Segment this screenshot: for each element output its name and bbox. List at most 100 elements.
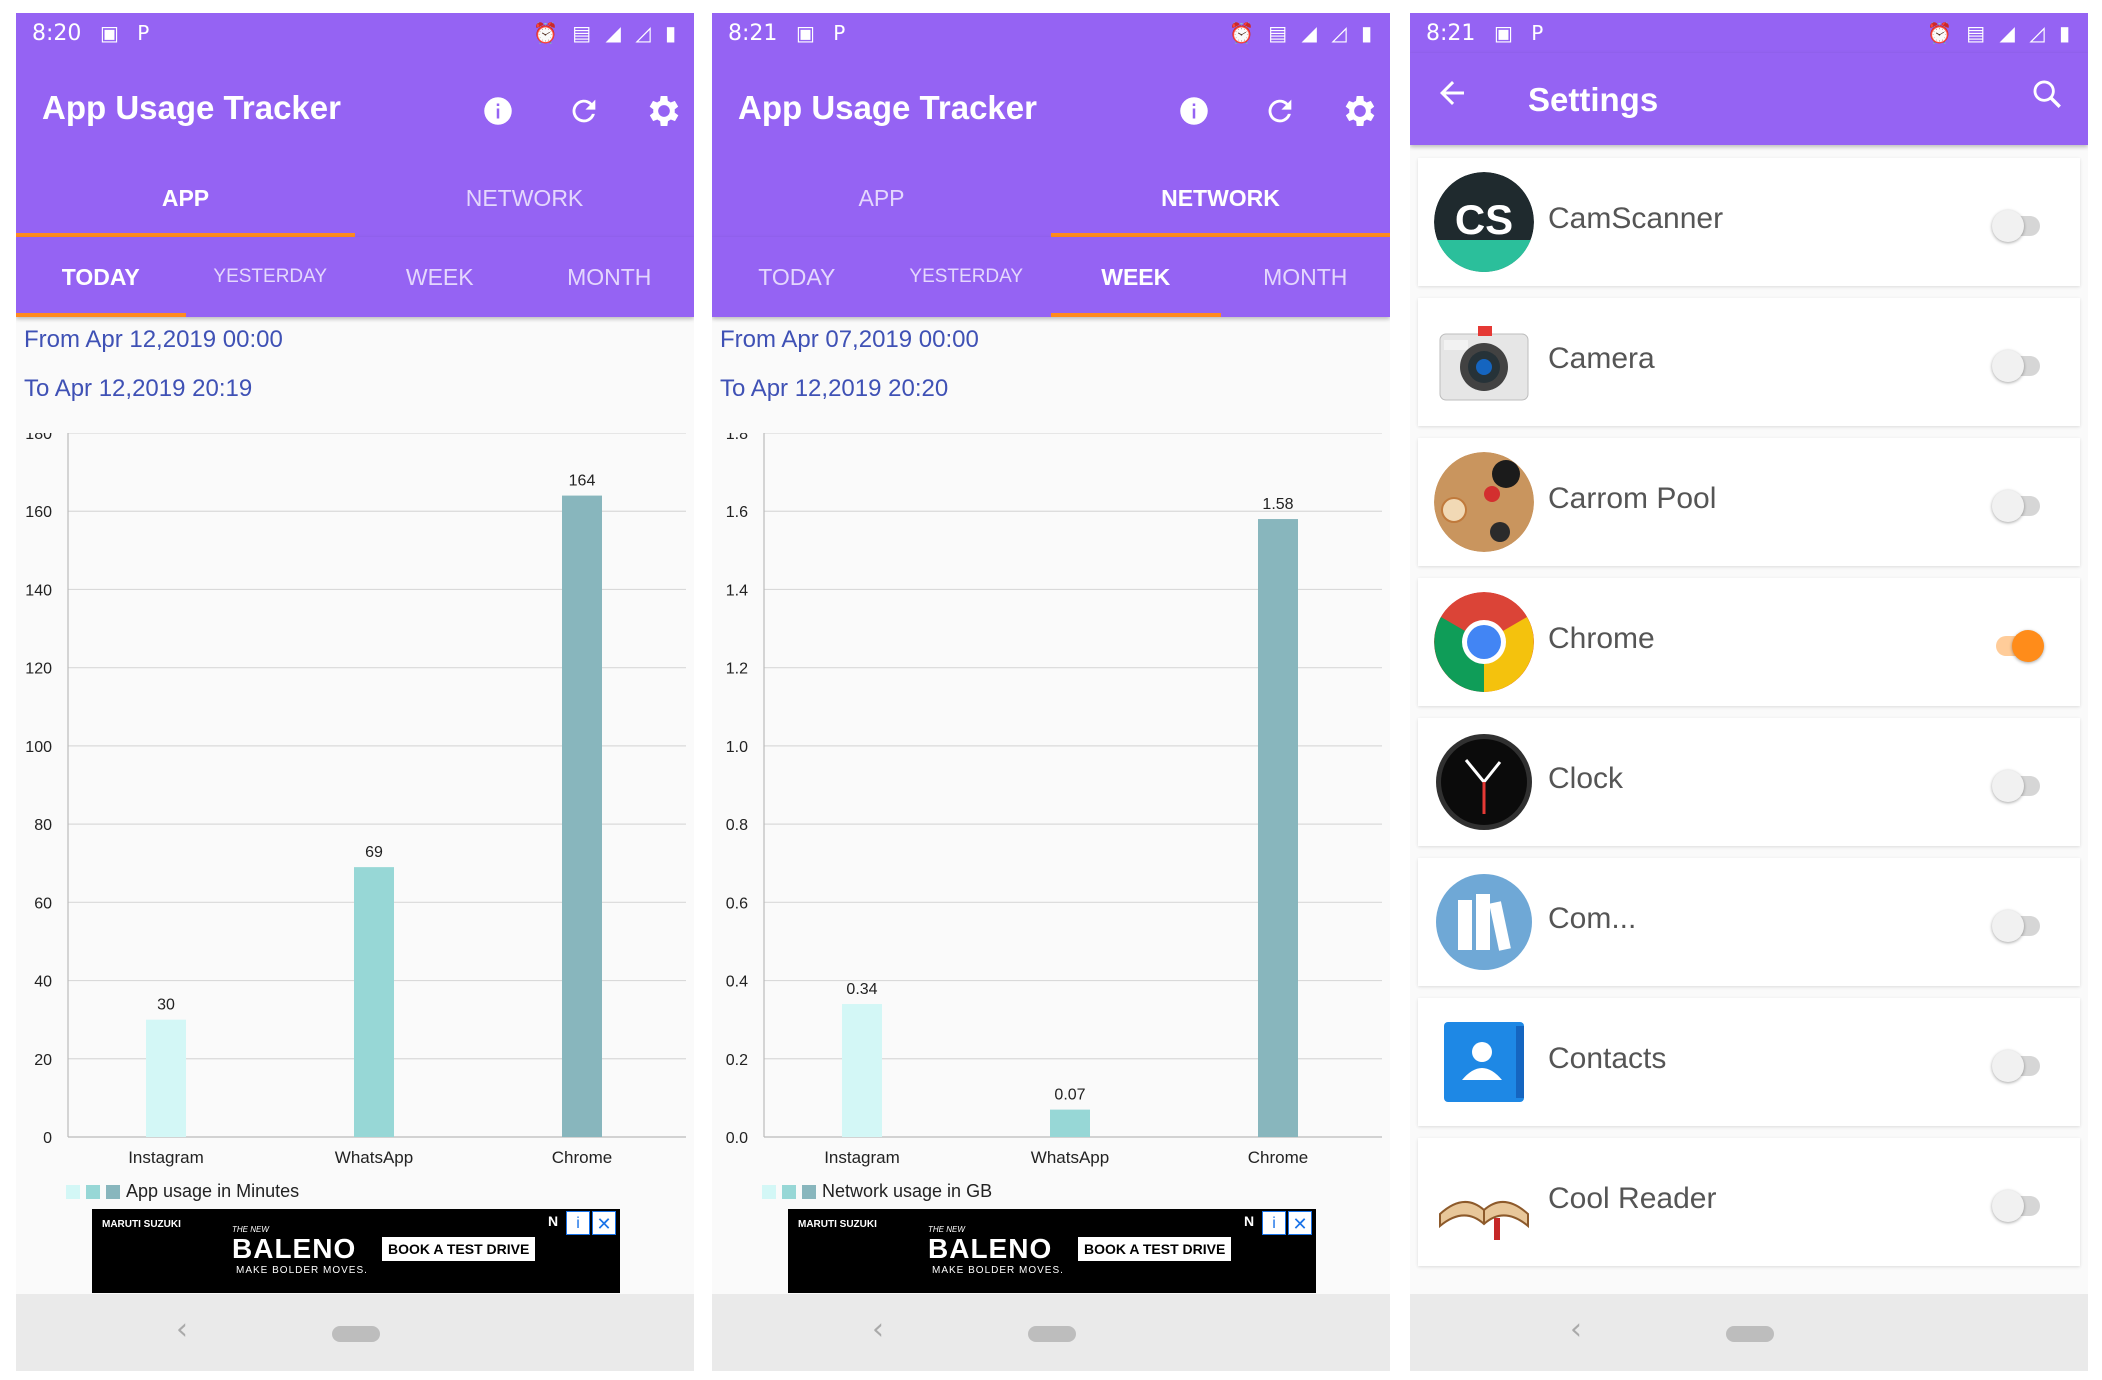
app-name: Cool Reader: [1548, 1182, 1717, 1215]
nav-home-pill[interactable]: [332, 1326, 380, 1342]
contacts-icon: [1434, 1012, 1534, 1112]
settings-title: Settings: [1528, 81, 1659, 118]
y-tick-label: 20: [34, 1052, 52, 1069]
main-tabs: APP NETWORK: [712, 159, 1390, 237]
x-category-label: Instagram: [128, 1148, 204, 1167]
app-row-clock[interactable]: Clock: [1418, 718, 2080, 846]
app-title: App Usage Tracker: [42, 89, 341, 126]
info-icon[interactable]: [476, 89, 520, 133]
nav-back-icon[interactable]: ‹: [176, 1312, 188, 1347]
nav-back-icon[interactable]: ‹: [872, 1312, 884, 1347]
toggle-switch[interactable]: [1992, 488, 2040, 522]
ad-tagline: MAKE BOLDER MOVES.: [932, 1265, 1064, 1276]
y-tick-label: 100: [25, 739, 52, 756]
gear-icon[interactable]: [642, 89, 686, 133]
network-bar-chart: 0.0 0.2 0.4 0.6 0.8 1.0 1.2 1.4 1.6 1.8 0.34 Instag…: [726, 433, 1382, 1167]
refresh-icon[interactable]: [1258, 89, 1302, 133]
tab-network[interactable]: NETWORK: [1161, 184, 1280, 211]
ad-brand: MARUTI SUZUKI: [798, 1219, 877, 1230]
camscanner-icon: CS: [1434, 172, 1534, 272]
ad-info-icon[interactable]: i: [1262, 1211, 1286, 1235]
system-nav-bar: ‹: [1410, 1294, 2088, 1371]
nav-home-pill[interactable]: [1726, 1326, 1774, 1342]
legend-swatch-2: [86, 1184, 100, 1199]
ad-cta-button[interactable]: BOOK A TEST DRIVE: [1078, 1237, 1232, 1261]
app-row-camera[interactable]: Camera: [1418, 298, 2080, 426]
toggle-switch[interactable]: [1992, 1048, 2040, 1082]
bar: [1258, 519, 1298, 1137]
ad-banner[interactable]: MARUTI SUZUKI THE NEW BALENO MAKE BOLDER…: [788, 1209, 1316, 1293]
search-icon[interactable]: [2030, 77, 2064, 120]
info-icon[interactable]: [1172, 89, 1216, 133]
tab-week[interactable]: WEEK: [405, 263, 474, 290]
status-icons: ⏰ ▤ ◢ ◿ ▮: [1927, 21, 2074, 45]
tab-month[interactable]: MONTH: [1263, 263, 1348, 290]
app-row-carrom-pool[interactable]: Carrom Pool: [1418, 438, 2080, 566]
y-tick-label: 1.4: [726, 582, 748, 599]
bar: [562, 495, 602, 1138]
tab-today[interactable]: TODAY: [61, 263, 140, 290]
main-tabs: APP NETWORK: [16, 159, 694, 237]
tab-network[interactable]: NETWORK: [465, 184, 584, 211]
chart-legend: App usage in Minutes: [66, 1181, 299, 1202]
app-row-com[interactable]: Com...: [1418, 858, 2080, 986]
ad-model: BALENO: [232, 1233, 357, 1264]
app-row-contacts[interactable]: Contacts: [1418, 998, 2080, 1126]
toggle-switch[interactable]: [1992, 208, 2040, 242]
toggle-knob: [1992, 490, 2024, 522]
y-tick-label: 180: [25, 433, 52, 443]
status-time: 8:21: [728, 21, 778, 46]
app-row-cool-reader[interactable]: Cool Reader: [1418, 1138, 2080, 1266]
active-period-indicator: [1051, 313, 1221, 317]
y-tick-label: 40: [34, 974, 52, 991]
toggle-switch[interactable]: [1992, 348, 2040, 382]
bar-value-label: 1.58: [1262, 496, 1293, 513]
status-time: 8:21: [1426, 21, 1476, 46]
y-tick-label: 0.0: [726, 1130, 748, 1147]
status-bar: 8:21 ▣ P ⏰ ▤ ◢ ◿ ▮: [712, 13, 1390, 53]
phone-screen-app-usage: 8:20 ▣ P ⏰ ▤ ◢ ◿ ▮ App Usage Tracker APP…: [16, 13, 694, 1371]
app-name: Carrom Pool: [1548, 482, 1717, 515]
ad-brand: MARUTI SUZUKI: [102, 1219, 181, 1230]
tab-today[interactable]: TODAY: [758, 263, 836, 290]
period-tabs: TODAY YESTERDAY WEEK MONTH: [712, 237, 1390, 317]
y-tick-label: 0: [43, 1130, 52, 1147]
tab-app[interactable]: APP: [858, 184, 905, 211]
tab-month[interactable]: MONTH: [567, 263, 652, 290]
app-row-camscanner[interactable]: CS CamScanner: [1418, 158, 2080, 286]
bar-value-label: 164: [569, 473, 596, 490]
ad-close-icon[interactable]: ✕: [1288, 1211, 1312, 1235]
cool-reader-icon: [1434, 1152, 1534, 1252]
back-arrow-icon[interactable]: [1434, 75, 1470, 121]
legend-swatch-1: [66, 1184, 80, 1199]
status-icons: ⏰ ▤ ◢ ◿ ▮: [1229, 21, 1376, 45]
tab-week[interactable]: WEEK: [1101, 263, 1171, 290]
ad-info-icon[interactable]: i: [566, 1211, 590, 1235]
chart-legend: Network usage in GB: [762, 1181, 992, 1202]
y-tick-label: 160: [25, 504, 52, 521]
app-name: Camera: [1548, 342, 1655, 375]
app-bar: App Usage Tracker: [712, 53, 1390, 159]
tab-app[interactable]: APP: [161, 184, 210, 211]
ad-close-icon[interactable]: ✕: [592, 1211, 616, 1235]
toggle-switch[interactable]: [1992, 908, 2040, 942]
nav-back-icon[interactable]: ‹: [1570, 1312, 1582, 1347]
tab-yesterday[interactable]: YESTERDAY: [909, 266, 1024, 287]
ad-cta-button[interactable]: BOOK A TEST DRIVE: [382, 1237, 536, 1261]
refresh-icon[interactable]: [562, 89, 606, 133]
nav-home-pill[interactable]: [1028, 1326, 1076, 1342]
y-tick-label: 140: [25, 582, 52, 599]
toggle-switch-on[interactable]: [1992, 628, 2044, 662]
gear-icon[interactable]: [1338, 89, 1382, 133]
phone-screen-network-usage: 8:21 ▣ P ⏰ ▤ ◢ ◿ ▮ App Usage Tracker APP…: [712, 13, 1390, 1371]
app-name: Clock: [1548, 762, 1624, 795]
app-name: CamScanner: [1548, 202, 1724, 235]
legend-label: Network usage in GB: [822, 1181, 993, 1201]
toggle-switch[interactable]: [1992, 1188, 2040, 1222]
toggle-switch[interactable]: [1992, 768, 2040, 802]
ad-banner[interactable]: MARUTI SUZUKI THE NEW BALENO MAKE BOLDER…: [92, 1209, 620, 1293]
svg-text:CS: CS: [1455, 196, 1513, 243]
tab-yesterday[interactable]: YESTERDAY: [213, 266, 328, 287]
app-row-chrome[interactable]: Chrome: [1418, 578, 2080, 706]
app-title: App Usage Tracker: [738, 89, 1037, 126]
